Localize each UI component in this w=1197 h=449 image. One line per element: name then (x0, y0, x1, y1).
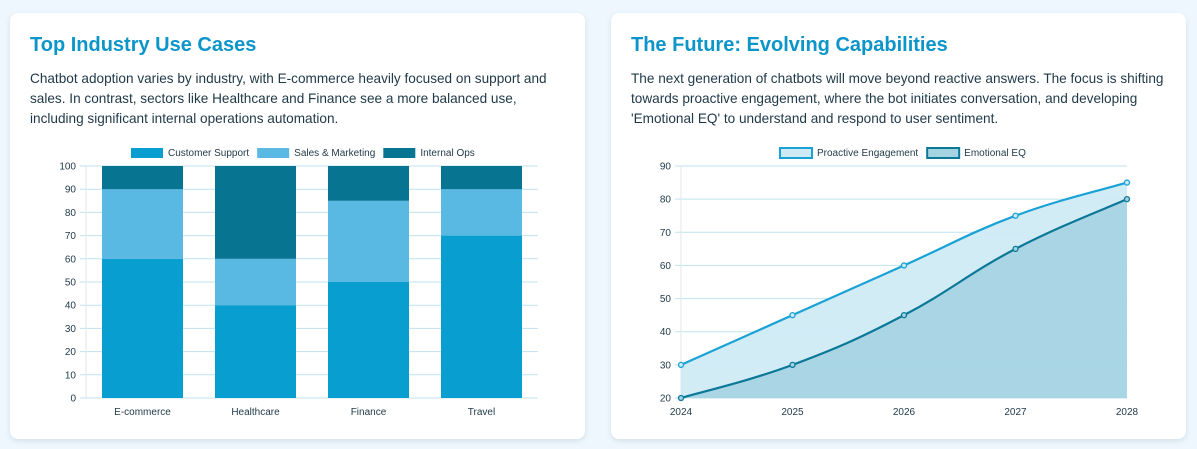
y-tick-label: 70 (660, 228, 672, 239)
y-tick-label: 20 (65, 347, 77, 358)
card-description: The next generation of chatbots will mov… (631, 71, 1164, 126)
y-tick-label: 90 (65, 185, 77, 196)
bar-sales-marketing (328, 200, 409, 282)
y-tick-label: 40 (660, 327, 672, 338)
bar-internal-ops (441, 166, 522, 190)
bar-customer-support (102, 258, 183, 398)
point-emotional-eq (789, 361, 796, 369)
bar-customer-support (328, 282, 409, 398)
legend-swatch (131, 148, 163, 158)
legend-swatch (383, 148, 416, 158)
bar-sales-marketing (215, 258, 296, 306)
y-tick-label: 60 (660, 261, 672, 272)
y-tick-label: 0 (70, 394, 76, 405)
y-tick-label: 50 (660, 294, 672, 305)
point-emotional-eq (1012, 245, 1019, 253)
x-tick-label: 2028 (1116, 407, 1139, 418)
y-tick-label: 80 (660, 195, 672, 206)
point-proactive-engagement (900, 262, 908, 269)
bar-sales-marketing (102, 189, 183, 259)
point-emotional-eq (1123, 195, 1131, 203)
bar-customer-support (215, 305, 296, 398)
y-tick-label: 10 (65, 370, 77, 381)
bar-internal-ops (328, 166, 409, 201)
bar-internal-ops (215, 166, 296, 259)
bar-internal-ops (102, 166, 183, 190)
y-tick-label: 40 (65, 301, 77, 312)
bar-customer-support (441, 235, 522, 398)
legend-swatch (779, 147, 813, 159)
y-tick-label: 70 (65, 231, 77, 242)
y-tick-label: 30 (660, 360, 672, 371)
x-tick-label: Healthcare (231, 407, 280, 418)
x-tick-label: 2027 (1004, 407, 1027, 418)
x-tick-label: Finance (351, 407, 387, 418)
x-tick-label: 2026 (893, 407, 916, 418)
point-proactive-engagement (1123, 179, 1131, 186)
point-proactive-engagement (1012, 212, 1019, 219)
point-emotional-eq (677, 394, 685, 402)
x-tick-label: 2024 (670, 407, 693, 418)
y-tick-label: 50 (65, 278, 77, 289)
y-tick-label: 60 (65, 254, 77, 265)
point-emotional-eq (900, 311, 908, 319)
legend-label: Internal Ops (420, 148, 474, 159)
industry-use-cases-card: Top Industry Use Cases Chatbot adoption … (10, 13, 585, 439)
legend-label: Emotional EQ (964, 148, 1026, 159)
point-proactive-engagement (789, 311, 796, 319)
x-tick-label: E-commerce (114, 407, 171, 418)
card-title: Top Industry Use Cases (30, 34, 257, 56)
legend-swatch (257, 148, 290, 158)
legend-label: Proactive Engagement (817, 148, 918, 159)
y-tick-label: 30 (65, 324, 77, 335)
y-tick-label: 80 (65, 208, 77, 219)
y-tick-label: 100 (59, 162, 76, 173)
legend-label: Sales & Marketing (294, 148, 375, 159)
bar-sales-marketing (441, 189, 522, 236)
area-line-chart: 20 30 40 50 60 70 80 90 2024 2025 2026 2027 2028 Proa… (660, 147, 1139, 418)
legend-label: Customer Support (168, 148, 249, 159)
stacked-bar-chart: 0 10 20 30 40 50 60 70 80 90 100 E-commerce Healthca… (59, 148, 538, 418)
card-description: Chatbot adoption varies by industry, wit… (30, 71, 547, 126)
y-tick-label: 20 (660, 394, 672, 405)
x-tick-label: 2025 (781, 407, 804, 418)
y-tick-label: 90 (660, 162, 672, 173)
future-capabilities-card: The Future: Evolving Capabilities The ne… (611, 13, 1186, 439)
x-tick-label: Travel (468, 407, 495, 418)
point-proactive-engagement (677, 361, 685, 369)
card-title: The Future: Evolving Capabilities (631, 34, 948, 56)
legend-swatch (926, 147, 961, 159)
